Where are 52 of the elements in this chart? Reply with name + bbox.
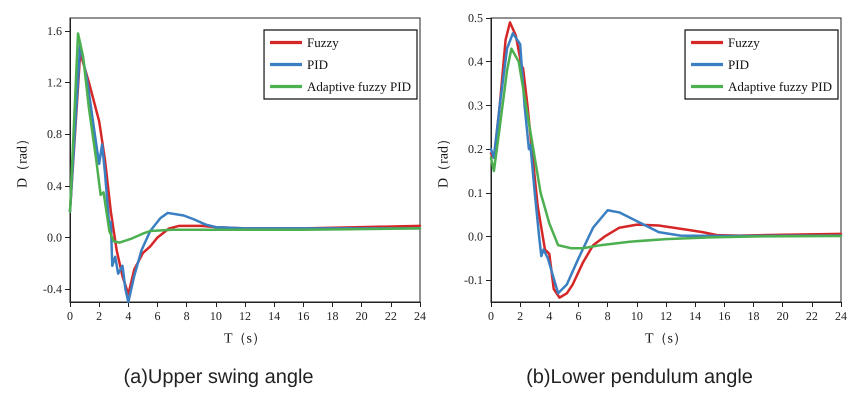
y-axis-title: D（rad）: [436, 132, 452, 188]
x-tick-label: 12: [660, 309, 672, 323]
y-tick-label: 0.4: [468, 54, 483, 69]
x-tick-label: 4: [546, 309, 552, 323]
y-tick-label: 1.6: [47, 24, 62, 38]
x-tick-label: 6: [154, 309, 160, 323]
x-tick-label: 18: [748, 309, 760, 323]
y-tick-label: 0.3: [468, 98, 483, 112]
y-tick-label: 0.8: [47, 127, 62, 142]
x-tick-label: 10: [630, 309, 643, 323]
x-tick-label: 24: [414, 309, 426, 323]
y-tick-label: 1.2: [47, 76, 62, 90]
x-tick-label: 20: [776, 309, 789, 323]
x-tick-label: 8: [184, 309, 190, 323]
x-tick-label: 6: [576, 309, 582, 323]
x-tick-label: 8: [604, 309, 611, 323]
x-tick-label: 10: [210, 309, 222, 323]
y-tick-label: 0.0: [468, 229, 483, 244]
x-tick-label: 14: [689, 309, 702, 323]
text: (b)Lower pendulum angle: [526, 366, 753, 388]
x-tick-label: 24: [835, 309, 847, 323]
x-tick-label: 18: [326, 309, 338, 323]
x-tick-label: 2: [517, 309, 524, 323]
x-axis-title: T（s）: [224, 332, 266, 346]
text: (a)Upper swing angle: [123, 366, 314, 388]
y-tick-label: -0.4: [43, 282, 62, 296]
line-series: [68, 32, 422, 244]
x-tick-label: 0: [488, 309, 494, 323]
legend-label: PID: [307, 57, 328, 72]
x-tick-label: 22: [806, 309, 818, 323]
legend-label: Fuzzy: [307, 35, 340, 50]
x-axis-title: T（s）: [645, 332, 687, 346]
x-tick-label: 4: [125, 309, 132, 323]
legend-label: Adaptive fuzzy PID: [307, 79, 411, 94]
legend-label: Adaptive fuzzy PID: [728, 79, 832, 94]
y-tick-label: 0.5: [468, 11, 483, 25]
x-tick-label: 14: [268, 309, 280, 323]
y-tick-label: -0.1: [464, 273, 483, 288]
y-tick-label: 0.4: [47, 178, 62, 193]
x-tick-label: 0: [67, 309, 73, 323]
x-tick-label: 20: [356, 309, 368, 323]
y-tick-label: 0.0: [47, 230, 62, 244]
x-tick-label: 16: [297, 309, 310, 323]
x-tick-label: 16: [718, 309, 730, 323]
y-tick-label: 0.2: [468, 142, 483, 156]
y-axis-title: D（rad）: [16, 132, 30, 188]
legend-label: Fuzzy: [728, 35, 760, 50]
x-tick-label: 22: [384, 309, 397, 323]
x-tick-label: 2: [96, 309, 102, 323]
legend-label: PID: [728, 57, 749, 72]
y-tick-label: 0.1: [468, 186, 483, 200]
x-tick-label: 12: [239, 309, 251, 323]
